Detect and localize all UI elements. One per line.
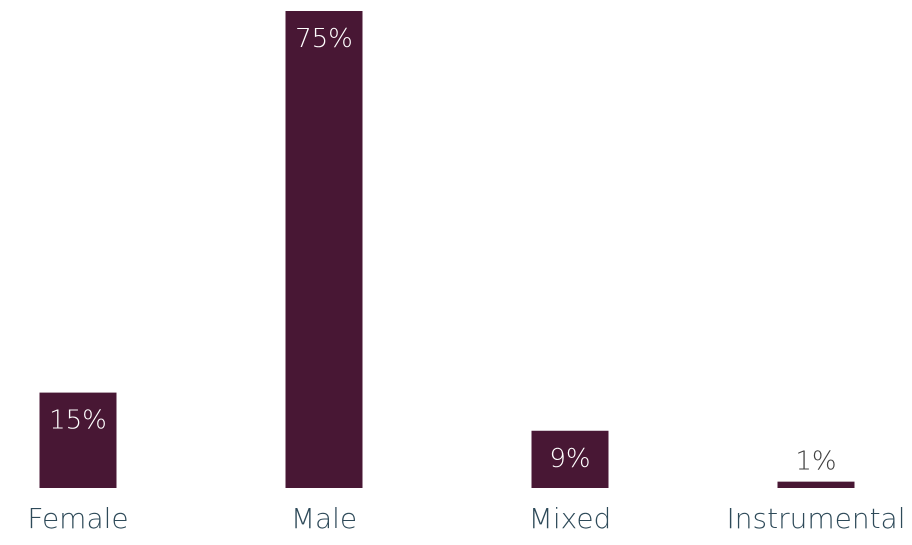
category-labels-group: Female Male Mixed Instrumental bbox=[27, 502, 905, 535]
category-label-mixed: Mixed bbox=[529, 502, 612, 535]
category-label-instrumental: Instrumental bbox=[727, 502, 906, 535]
data-label-male: 75% bbox=[295, 24, 353, 54]
data-labels-group: 15% 75% 9% 1% bbox=[49, 24, 837, 477]
bar-female bbox=[39, 392, 117, 488]
data-label-female: 15% bbox=[49, 406, 107, 436]
category-label-female: Female bbox=[27, 502, 128, 535]
data-label-instrumental: 1% bbox=[795, 447, 836, 477]
category-label-male: Male bbox=[291, 502, 357, 535]
bar-instrumental bbox=[777, 481, 855, 488]
data-label-mixed: 9% bbox=[549, 444, 590, 474]
bars-group bbox=[39, 11, 855, 488]
bar-male bbox=[285, 11, 363, 488]
bar-mixed bbox=[531, 430, 609, 488]
